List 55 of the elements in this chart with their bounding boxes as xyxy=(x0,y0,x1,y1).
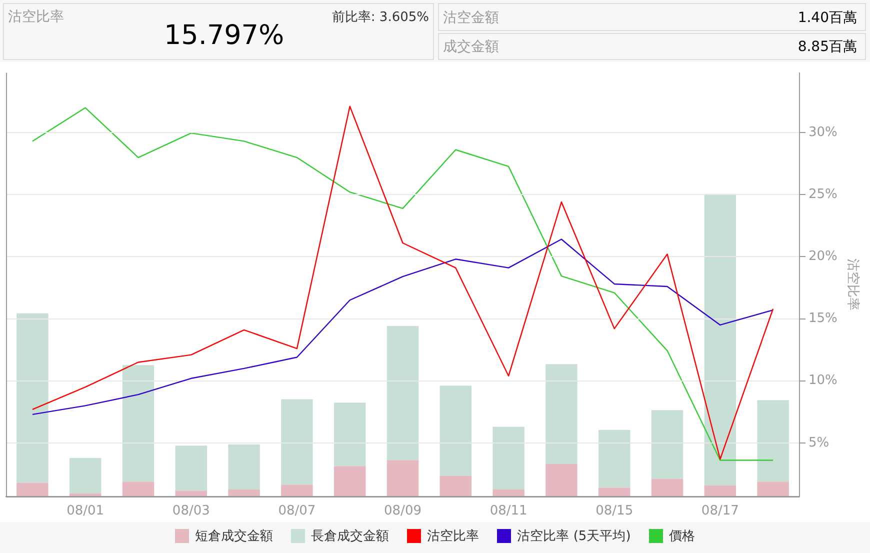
text: 前比率: 3.605% xyxy=(332,9,429,26)
x-tick-label: 08/01 xyxy=(66,504,104,519)
x-tick-label: 08/11 xyxy=(490,504,528,519)
y2-tick-label: 25% xyxy=(808,186,838,202)
bar xyxy=(122,365,154,482)
y2-axis-title: 沽空比率 xyxy=(844,258,861,311)
bar xyxy=(175,446,208,491)
bar xyxy=(704,194,736,486)
bar xyxy=(598,488,630,496)
text: 15.797% xyxy=(164,20,284,51)
bar xyxy=(281,399,313,485)
x-tick-label: 08/09 xyxy=(384,504,422,519)
bar xyxy=(122,482,154,496)
text: 成交金額 xyxy=(443,38,499,56)
bar xyxy=(651,478,684,496)
legend-label: 沽空比率 xyxy=(427,528,480,545)
bar xyxy=(228,444,260,490)
text: 1.40百萬 xyxy=(798,9,857,27)
bar xyxy=(546,464,578,496)
text: 8.85百萬 xyxy=(798,38,857,56)
bar xyxy=(16,313,48,483)
bar xyxy=(386,460,419,496)
bar xyxy=(651,410,684,479)
bar xyxy=(492,489,524,496)
bar xyxy=(16,482,48,496)
legend-label: 長倉成交金額 xyxy=(311,528,390,545)
bar xyxy=(492,426,524,490)
bar xyxy=(757,400,789,482)
x-tick-label: 08/03 xyxy=(172,504,210,519)
x-tick-label: 08/07 xyxy=(278,504,316,519)
bar xyxy=(598,430,630,488)
x-tick-label: 08/17 xyxy=(701,504,739,519)
text: 沽空比率 xyxy=(8,8,64,26)
bar xyxy=(334,402,366,466)
y2-tick-label: 10% xyxy=(808,373,838,388)
bar xyxy=(386,326,419,460)
legend-label: 沽空比率 (5天平均) xyxy=(517,528,631,545)
bar xyxy=(440,386,472,476)
y2-tick-label: 15% xyxy=(808,311,838,326)
y2-tick-label: 30% xyxy=(808,124,838,140)
bar xyxy=(69,458,102,494)
text: 沽空金額 xyxy=(443,9,499,27)
bar xyxy=(334,466,366,496)
bar xyxy=(757,482,789,496)
legend-label: 價格 xyxy=(668,528,695,545)
y2-tick-label: 5% xyxy=(808,435,830,450)
bar xyxy=(175,490,208,496)
legend-label: 短倉成交金額 xyxy=(195,528,274,545)
bar xyxy=(228,489,260,496)
x-tick-label: 08/15 xyxy=(596,504,634,519)
bar xyxy=(546,364,578,464)
bar xyxy=(440,476,472,496)
y2-tick-label: 20% xyxy=(808,249,838,264)
bar xyxy=(704,486,736,496)
bar xyxy=(281,484,313,496)
